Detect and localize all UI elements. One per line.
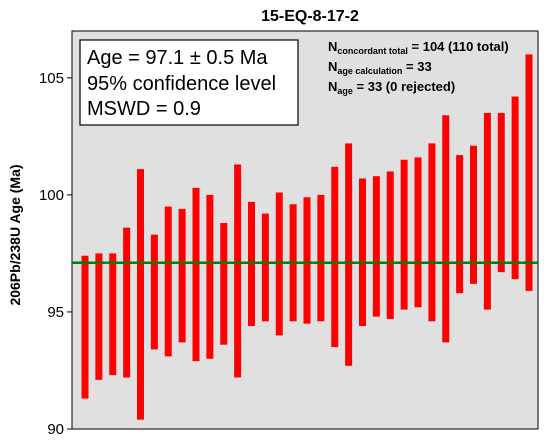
error-bar	[164, 206, 172, 357]
error-bar	[428, 143, 436, 322]
error-bar	[483, 112, 491, 310]
error-bar	[345, 143, 353, 366]
error-bar	[400, 159, 408, 310]
y-tick-label: 90	[47, 421, 64, 438]
error-bar	[303, 197, 311, 324]
count-concordant: Nconcordant total = 104 (110 total)	[328, 39, 509, 56]
error-bar	[123, 227, 131, 378]
y-tick-label: 100	[39, 187, 64, 204]
stat-box-frame	[79, 39, 299, 126]
error-bar	[511, 96, 519, 280]
y-tick-label: 95	[47, 304, 64, 321]
error-bar	[470, 145, 477, 284]
stat-confidence-text: 95% confidence level	[87, 73, 276, 95]
error-bar	[331, 166, 339, 348]
count-age-calculation: Nage calculation = 33	[328, 59, 432, 76]
error-bar	[220, 222, 228, 345]
error-bar	[192, 187, 200, 362]
error-bar	[414, 157, 422, 308]
error-bar	[178, 208, 186, 343]
counts-block: Nconcordant total = 104 (110 total) Nage…	[328, 39, 509, 96]
error-bar	[442, 115, 450, 343]
error-bar	[497, 112, 505, 273]
error-bar	[456, 155, 464, 294]
error-bar	[386, 171, 394, 319]
stat-mswd-text: MSWD = 0.9	[87, 98, 201, 120]
stat-age-text: Age = 97.1 ± 0.5 Ma	[87, 47, 268, 69]
count-age: Nage = 33 (0 rejected)	[328, 79, 455, 96]
error-bar	[109, 253, 117, 376]
error-bar	[359, 178, 366, 326]
error-bar	[150, 234, 158, 350]
stat-box: Age = 97.1 ± 0.5 Ma 95% confidence level…	[79, 39, 299, 126]
chart-title: 15-EQ-8-17-2	[261, 8, 359, 25]
error-bar	[137, 169, 144, 420]
y-axis-ticks: 90 95 100 105	[39, 70, 72, 438]
error-bar	[525, 54, 533, 291]
error-bar	[372, 176, 380, 317]
error-bar	[261, 213, 269, 322]
error-bar	[206, 194, 214, 359]
error-bar	[317, 194, 325, 322]
y-tick-label: 105	[39, 70, 64, 87]
error-bar	[234, 164, 242, 378]
error-bar	[95, 253, 103, 380]
y-axis-label: 206Pb/238U Age (Ma)	[7, 164, 23, 305]
error-bar	[81, 255, 89, 399]
